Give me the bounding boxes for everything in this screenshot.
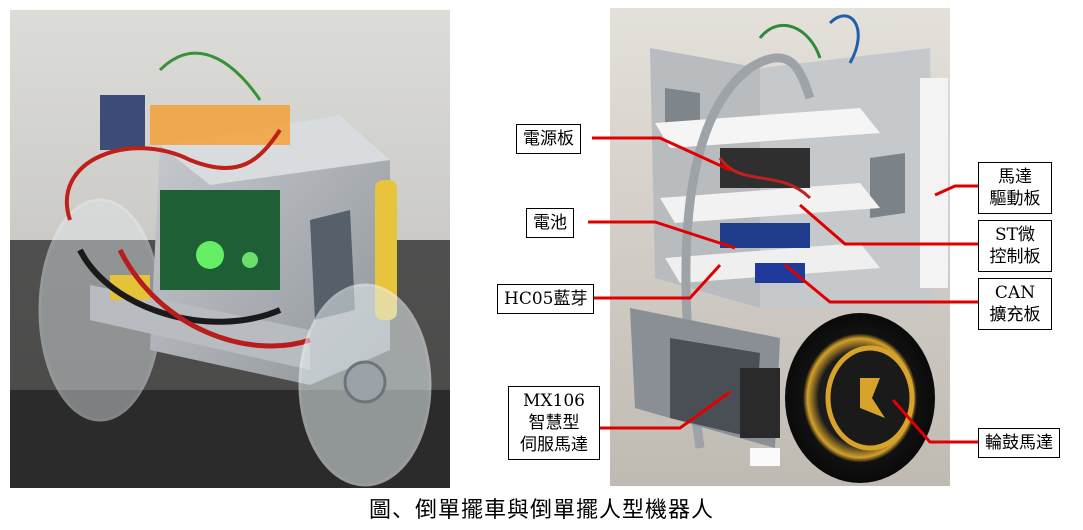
label-battery: 電池 bbox=[526, 208, 574, 238]
label-power-board: 電源板 bbox=[516, 124, 581, 154]
label-can-expansion: CAN 擴充板 bbox=[978, 278, 1052, 330]
pendulum-cart-photo bbox=[10, 10, 450, 488]
label-st-microcontroller: ST微 控制板 bbox=[978, 220, 1052, 272]
label-motor-driver: 馬達 驅動板 bbox=[978, 162, 1052, 214]
label-mx106-servo: MX106 智慧型 伺服馬達 bbox=[508, 386, 600, 460]
label-hub-motor: 輪鼓馬達 bbox=[978, 428, 1060, 458]
pendulum-humanoid-photo bbox=[610, 8, 950, 486]
label-hc05-bluetooth: HC05藍芽 bbox=[497, 284, 595, 314]
figure-caption: 圖、倒單擺車與倒單擺人型機器人 bbox=[368, 498, 714, 523]
